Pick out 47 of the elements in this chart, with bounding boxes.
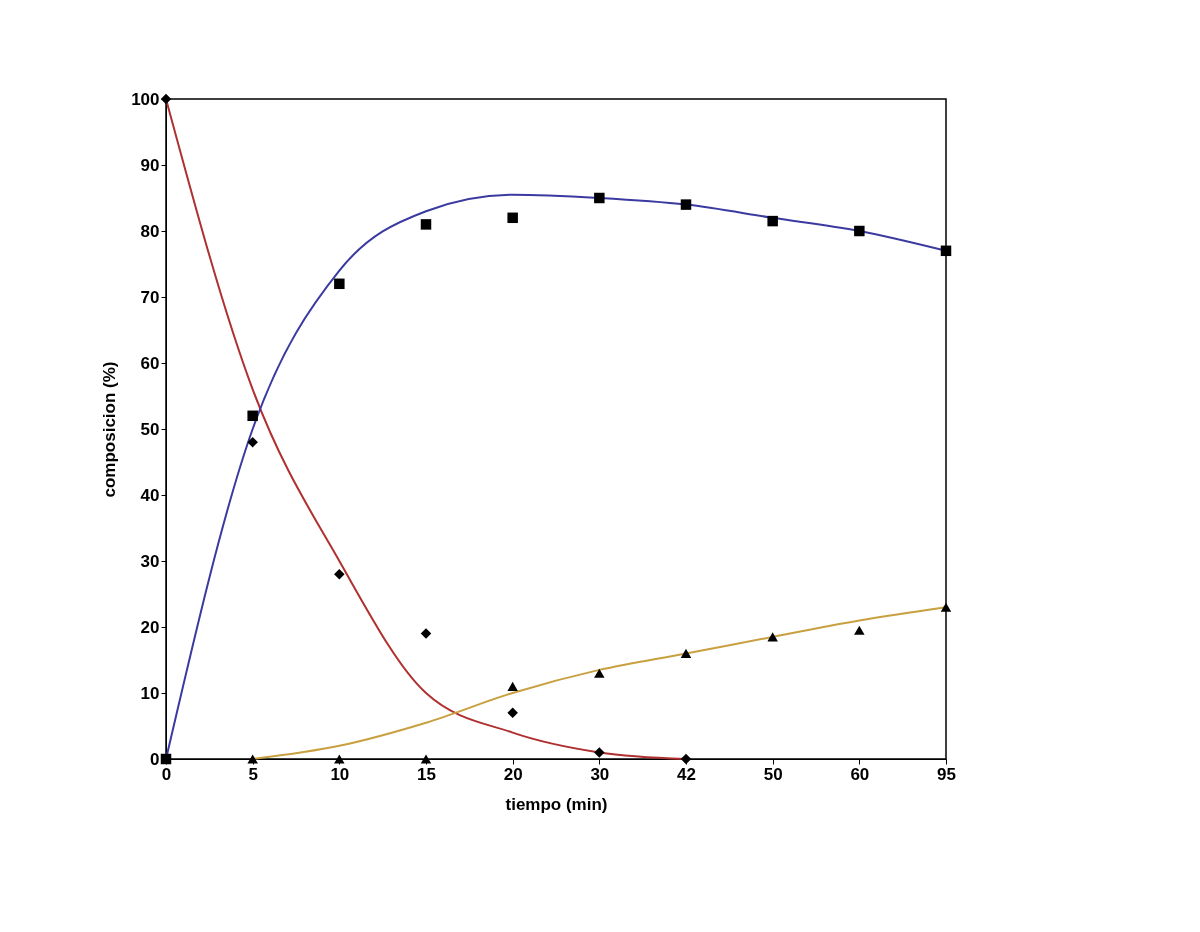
point	[940, 245, 952, 257]
point	[507, 707, 518, 719]
point	[160, 753, 172, 765]
y-tick-label: 40	[140, 485, 160, 505]
point	[334, 568, 345, 580]
point	[594, 668, 605, 678]
point	[334, 278, 345, 290]
x-tick-label: 42	[677, 764, 696, 784]
y-tick-label: 20	[140, 617, 160, 637]
y-tick-label: 0	[150, 749, 160, 769]
y-axis-title: composicion (%)	[100, 361, 120, 498]
point	[160, 93, 172, 105]
point	[940, 602, 952, 612]
point	[854, 225, 865, 237]
x-tick-label: 60	[850, 764, 870, 784]
y-tick-label: 60	[140, 353, 160, 373]
x-tick-label: 95	[937, 764, 956, 784]
y-tick-label: 50	[140, 419, 160, 439]
point	[420, 754, 432, 764]
point	[247, 436, 258, 448]
y-tick-label: 70	[140, 287, 160, 307]
x-tick-label: 30	[590, 764, 610, 784]
y-tick-label: 80	[140, 221, 160, 241]
point	[247, 410, 258, 422]
x-tick-label: 15	[417, 764, 436, 784]
point	[594, 747, 605, 758]
point	[767, 215, 778, 227]
point	[680, 199, 692, 210]
point	[854, 625, 865, 635]
point	[334, 754, 345, 764]
point	[420, 628, 432, 639]
point	[680, 753, 692, 765]
point	[507, 681, 518, 691]
x-tick-label: 50	[763, 764, 783, 784]
y-tick-label: 90	[140, 155, 160, 175]
y-tick-label: 10	[140, 683, 160, 703]
x-tick-label: 20	[503, 764, 523, 784]
point	[594, 192, 605, 204]
x-tick-label: 5	[248, 764, 258, 784]
y-tick-label: 30	[140, 551, 160, 571]
x-tick-label: 10	[330, 764, 350, 784]
point	[507, 212, 518, 224]
point	[247, 754, 258, 764]
point	[680, 648, 692, 658]
y-tick-label: 100	[131, 89, 160, 109]
x-axis-title: tiempo (min)	[505, 794, 608, 814]
point	[420, 219, 432, 230]
